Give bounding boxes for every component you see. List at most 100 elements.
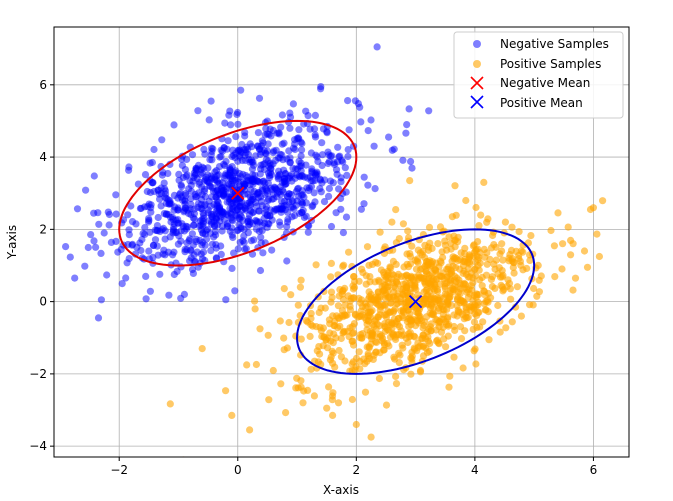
scatter-point <box>580 247 589 255</box>
scatter-point <box>181 197 189 205</box>
scatter-point <box>409 276 417 284</box>
scatter-point <box>377 266 385 274</box>
scatter-point <box>291 212 299 220</box>
scatter-point <box>515 254 523 263</box>
positive-ellipse <box>295 228 536 375</box>
scatter-point <box>112 210 120 218</box>
scatter-point <box>178 183 186 191</box>
scatter-point <box>424 337 432 345</box>
scatter-point <box>466 273 474 281</box>
scatter-point <box>480 300 488 308</box>
scatter-point <box>341 164 349 172</box>
scatter-point <box>162 190 170 198</box>
scatter-point <box>462 196 470 205</box>
scatter-point <box>146 176 154 184</box>
scatter-point <box>151 236 160 244</box>
scatter-point <box>257 233 265 241</box>
scatter-point <box>233 227 241 235</box>
scatter-point <box>433 316 441 324</box>
scatter-point <box>569 286 577 294</box>
scatter-point <box>200 164 208 172</box>
legend-box <box>453 31 624 119</box>
scatter-point <box>306 125 314 133</box>
scatter-point <box>399 314 407 322</box>
scatter-point <box>413 316 421 324</box>
scatter-point <box>243 361 251 369</box>
scatter-point <box>320 333 328 341</box>
scatter-point <box>128 241 136 249</box>
scatter-point <box>428 244 436 253</box>
scatter-point <box>211 174 219 182</box>
scatter-point <box>316 176 324 184</box>
scatter-point <box>434 240 442 248</box>
scatter-point <box>139 229 147 238</box>
scatter-point <box>483 218 491 226</box>
scatter-point <box>491 265 499 273</box>
scatter-point <box>463 286 471 294</box>
scatter-point <box>375 374 383 383</box>
scatter-point <box>294 184 302 192</box>
scatter-point <box>141 224 149 232</box>
scatter-point <box>523 264 531 273</box>
scatter-point <box>443 305 451 313</box>
scatter-point <box>112 237 120 245</box>
scatter-point <box>327 288 336 296</box>
scatter-point <box>154 186 162 194</box>
scatter-point <box>346 302 354 310</box>
scatter-point <box>388 146 396 154</box>
legend-marker-positive-mean <box>470 95 484 109</box>
legend-item-positive-samples: Positive Samples <box>473 57 601 71</box>
scatter-point <box>595 252 604 261</box>
scatter-point <box>453 296 461 304</box>
scatter-point <box>289 100 297 108</box>
legend-item-negative-mean: Negative Mean <box>470 76 590 90</box>
scatter-point <box>419 352 428 360</box>
scatter-point <box>242 245 250 253</box>
scatter-point <box>363 320 371 328</box>
x-tick-label: 4 <box>471 463 479 477</box>
scatter-point <box>399 344 407 352</box>
scatter-point <box>175 176 183 184</box>
scatter-point <box>303 184 311 192</box>
scatter-point <box>256 266 265 275</box>
scatter-point <box>535 276 543 284</box>
scatter-point <box>222 296 230 304</box>
scatter-point <box>175 191 184 199</box>
scatter-point <box>160 210 168 218</box>
scatter-point <box>378 282 386 291</box>
scatter-point <box>211 228 219 236</box>
scatter-point <box>492 256 500 264</box>
scatter-point <box>345 248 353 256</box>
plot-frame <box>53 26 630 458</box>
scatter-point <box>194 107 202 115</box>
y-tick-label: 0 <box>39 295 47 309</box>
scatter-point <box>344 97 352 105</box>
scatter-point <box>158 136 166 144</box>
scatter-point <box>284 215 292 223</box>
scatter-point <box>589 204 598 212</box>
scatter-point <box>335 346 343 355</box>
scatter-point <box>473 291 481 299</box>
scatter-point <box>323 128 331 136</box>
scatter-point <box>244 229 252 237</box>
scatter-point <box>174 219 182 227</box>
scatter-point <box>226 168 234 176</box>
scatter-point <box>273 193 281 201</box>
scatter-point <box>261 131 269 139</box>
scatter-point <box>323 344 332 352</box>
scatter-point <box>234 245 242 253</box>
scatter-point <box>136 204 144 213</box>
scatter-point <box>435 323 443 331</box>
scatter-point <box>380 301 389 309</box>
positive-mean-marker <box>408 294 423 309</box>
scatter-point <box>247 237 255 245</box>
scatter-point <box>264 220 272 228</box>
scatter-point <box>442 321 451 329</box>
scatter-point <box>62 243 70 251</box>
scatter-point <box>266 174 274 182</box>
scatter-point <box>169 251 177 259</box>
scatter-point <box>87 231 95 239</box>
scatter-point <box>187 211 195 219</box>
scatter-point <box>149 241 158 249</box>
scatter-point <box>188 265 197 274</box>
